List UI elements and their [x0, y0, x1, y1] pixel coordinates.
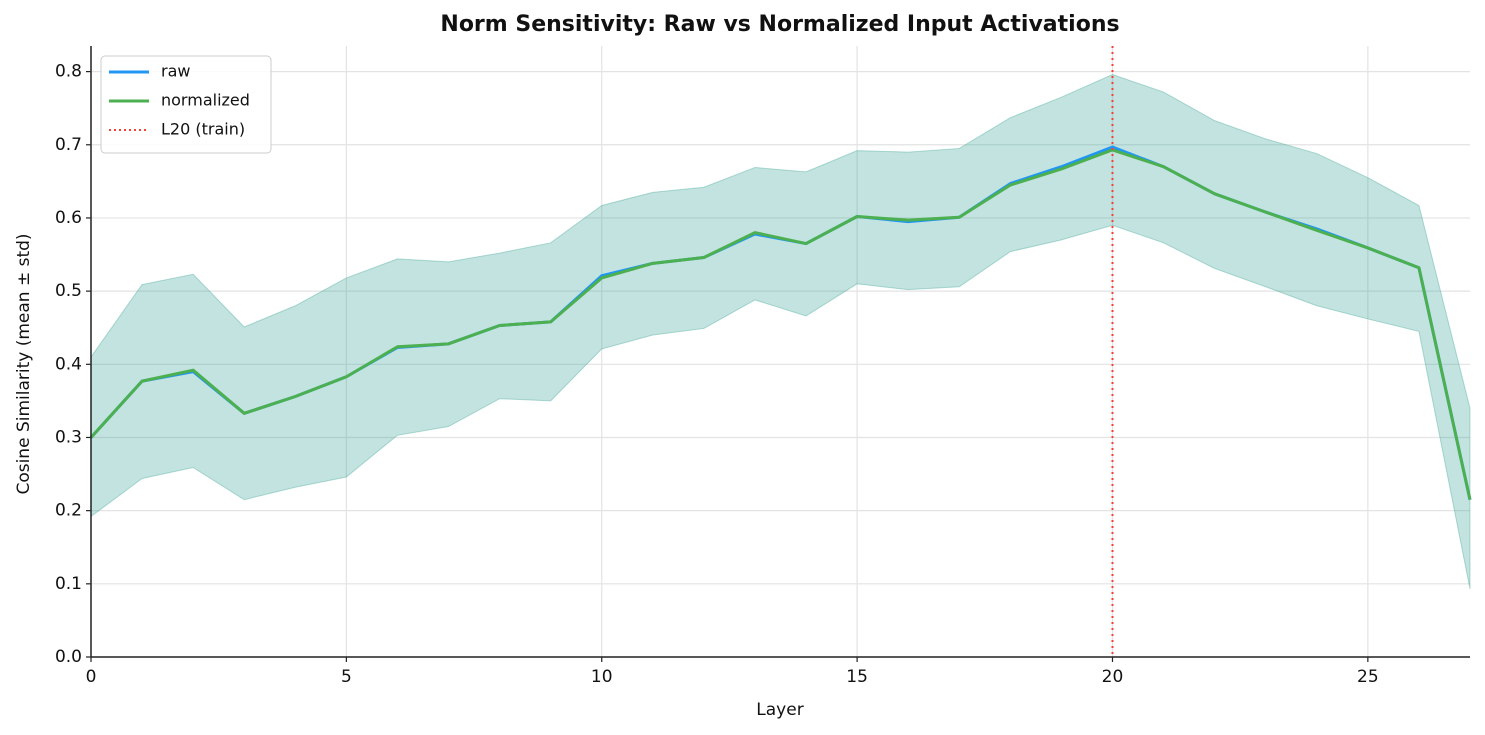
x-tick-label: 0 [86, 667, 97, 687]
x-tick-label: 25 [1357, 667, 1379, 687]
x-tick-label: 15 [846, 667, 868, 687]
legend-label: L20 (train) [161, 120, 245, 139]
std-band [90, 74, 1471, 590]
x-axis-label: Layer [756, 700, 803, 720]
y-tick-label: 0.4 [55, 354, 82, 374]
std-band [90, 74, 1471, 590]
y-tick-label: 0.6 [55, 208, 82, 228]
legend: raw normalized L20 (train) [100, 55, 272, 154]
legend-label: normalized [161, 91, 250, 110]
x-tick-label: 5 [341, 667, 352, 687]
y-tick-label: 0.7 [55, 135, 82, 155]
x-tick-label: 10 [591, 667, 613, 687]
series-line [89, 148, 1472, 500]
y-tick-label: 0.8 [55, 62, 82, 82]
y-tick-label: 0.3 [55, 427, 82, 447]
chart-title: Norm Sensitivity: Raw vs Normalized Inpu… [440, 12, 1119, 37]
x-tick-label: 20 [1102, 667, 1124, 687]
y-tick-label: 0.1 [55, 574, 82, 594]
y-tick-label: 0.0 [55, 647, 82, 667]
y-tick-label: 0.5 [55, 281, 82, 301]
y-axis-label: Cosine Similarity (mean ± std) [14, 233, 34, 494]
legend-box [100, 55, 272, 154]
legend-label: raw [161, 62, 190, 81]
y-tick-label: 0.2 [55, 501, 82, 521]
